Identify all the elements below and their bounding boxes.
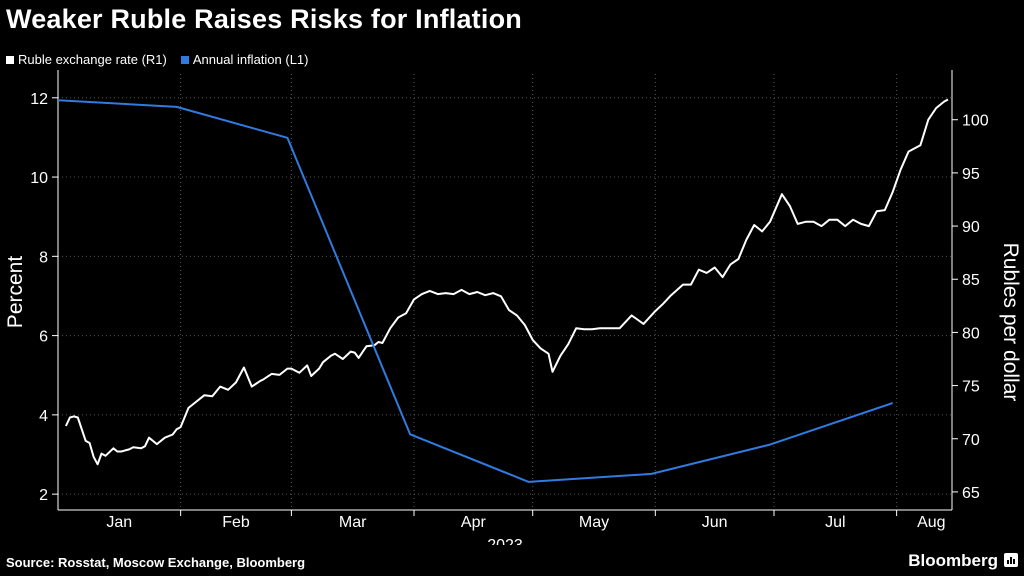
x-tick-label-jan: Jan <box>106 514 132 531</box>
y-right-tick-label: 90 <box>962 219 980 236</box>
x-tick-label-may: May <box>579 514 609 531</box>
legend-item-ruble: Ruble exchange rate (R1) <box>6 52 167 67</box>
legend-swatch-ruble <box>6 55 14 64</box>
y-right-tick-label: 95 <box>962 166 980 183</box>
x-tick-label-mar: Mar <box>339 514 367 531</box>
y-left-tick-label: 4 <box>39 408 48 425</box>
y-left-tick-label: 2 <box>39 487 48 504</box>
legend-swatch-inflation <box>180 55 189 64</box>
chart-title: Weaker Ruble Raises Risks for Inflation <box>6 4 522 34</box>
x-tick-label-feb: Feb <box>222 514 250 531</box>
x-tick-label-aug: Aug <box>917 514 945 531</box>
x-tick-label-apr: Apr <box>461 514 487 531</box>
y-right-tick-label: 85 <box>962 272 980 289</box>
y-left-axis-title: Percent <box>4 256 27 329</box>
y-right-axis-title: Rubles per dollar <box>999 243 1022 402</box>
y-left-tick-label: 12 <box>30 91 48 108</box>
x-tick-label-jul: Jul <box>825 514 845 531</box>
tick-labels: Jan Feb Mar Apr May Jun Jul Aug 2023 2 4 6 8 10 12 65 70… <box>4 91 1022 545</box>
annual-inflation-line <box>57 99 894 483</box>
y-left-tick-label: 8 <box>39 249 48 266</box>
x-tick-label-jun: Jun <box>702 514 728 531</box>
y-right-tick-label: 65 <box>962 485 980 502</box>
series <box>57 98 949 483</box>
ruble-exchange-rate-line <box>64 98 949 466</box>
legend-label-ruble: Ruble exchange rate (R1) <box>18 52 167 67</box>
brand-wordmark: Bloomberg <box>908 551 998 570</box>
legend-item-inflation: Annual inflation (L1) <box>180 52 309 67</box>
y-left-tick-label: 6 <box>39 329 48 346</box>
bloomberg-chart-icon <box>1004 553 1018 567</box>
y-right-tick-label: 80 <box>962 325 980 342</box>
y-right-tick-label: 70 <box>962 432 980 449</box>
y-left-tick-label: 10 <box>30 170 48 187</box>
axes <box>52 70 958 516</box>
x-axis-year-label: 2023 <box>487 537 523 545</box>
legend: Ruble exchange rate (R1) Annual inflatio… <box>6 52 309 67</box>
source-note: Source: Rosstat, Moscow Exchange, Bloomb… <box>6 555 306 570</box>
chart-area: Jan Feb Mar Apr May Jun Jul Aug 2023 2 4 6 8 10 12 65 70… <box>4 70 1022 545</box>
y-right-tick-label: 100 <box>962 113 989 130</box>
y-right-tick-label: 75 <box>962 379 980 396</box>
grid-lines <box>58 74 952 510</box>
legend-label-inflation: Annual inflation (L1) <box>192 52 309 67</box>
